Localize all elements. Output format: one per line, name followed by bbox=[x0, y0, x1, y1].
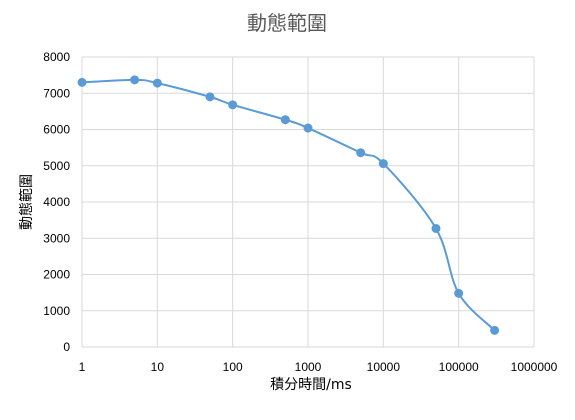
x-axis-ticks: 1 10 100 1000 10000 100000 1000000 bbox=[79, 360, 558, 374]
data-point bbox=[356, 148, 366, 158]
x-tick-label: 10000 bbox=[367, 360, 401, 374]
y-tick-label: 3000 bbox=[43, 231, 70, 245]
data-point bbox=[490, 325, 500, 335]
chart-title: 動態範圍 bbox=[247, 11, 327, 35]
x-tick-label: 1000 bbox=[295, 360, 322, 374]
data-point bbox=[228, 100, 238, 110]
data-point bbox=[431, 223, 441, 233]
data-point bbox=[152, 78, 162, 88]
x-tick-label: 1000000 bbox=[511, 360, 558, 374]
x-tick-label: 100000 bbox=[439, 360, 479, 374]
data-point bbox=[130, 75, 140, 85]
series-points bbox=[77, 75, 500, 335]
x-tick-label: 100 bbox=[223, 360, 243, 374]
y-tick-label: 1000 bbox=[43, 304, 70, 318]
data-point bbox=[77, 77, 87, 87]
data-point bbox=[454, 288, 464, 298]
y-tick-label: 4000 bbox=[43, 195, 70, 209]
y-tick-label: 0 bbox=[63, 340, 70, 354]
data-point bbox=[280, 115, 290, 125]
y-tick-label: 5000 bbox=[43, 159, 70, 173]
x-tick-label: 1 bbox=[79, 360, 86, 374]
data-point bbox=[205, 92, 215, 102]
data-point bbox=[378, 159, 388, 169]
y-tick-label: 7000 bbox=[43, 86, 70, 100]
x-tick-label: 10 bbox=[151, 360, 165, 374]
y-tick-label: 8000 bbox=[43, 50, 70, 64]
y-axis-ticks: 0 1000 2000 3000 4000 5000 6000 7000 8000 bbox=[43, 50, 70, 354]
y-tick-label: 6000 bbox=[43, 123, 70, 137]
x-axis-title: 積分時間/ms bbox=[270, 377, 352, 393]
y-axis-title: 動態範圍 bbox=[18, 174, 35, 230]
data-point bbox=[303, 123, 313, 133]
y-tick-label: 2000 bbox=[43, 268, 70, 282]
